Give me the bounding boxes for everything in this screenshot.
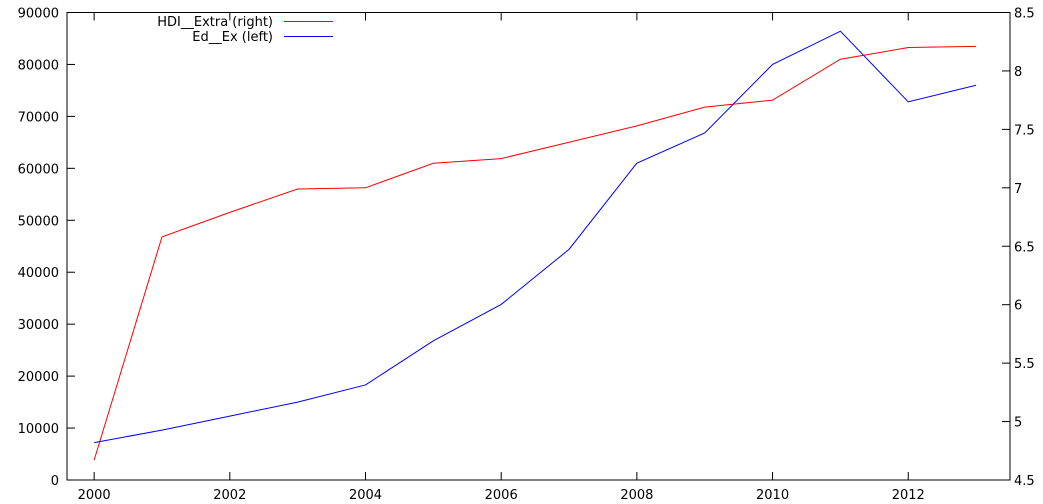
right-tick-label: 6 — [1014, 299, 1022, 314]
legend-label-hdi-extra: HDI__Extra (right) — [157, 15, 273, 30]
right-tick-label: 8 — [1014, 65, 1022, 80]
x-tick-label: 2002 — [213, 488, 246, 503]
right-tick-label: 6.5 — [1014, 240, 1035, 255]
left-tick-label: 90000 — [18, 7, 59, 22]
left-tick-label: 50000 — [18, 214, 59, 229]
right-tick-label: 8.5 — [1014, 7, 1035, 22]
x-tick-label: 2012 — [892, 488, 925, 503]
series-line-ed-ex — [94, 30, 977, 444]
left-tick-label: 80000 — [18, 58, 59, 73]
left-tick-label: 70000 — [18, 110, 59, 125]
right-tick-label: 7.5 — [1014, 123, 1035, 138]
x-tick-label: 2010 — [756, 488, 789, 503]
right-tick-label: 5 — [1014, 416, 1022, 431]
left-tick-label: 20000 — [18, 370, 59, 385]
x-tick-label: 2006 — [485, 488, 518, 503]
plot-frame — [66, 12, 1011, 481]
x-tick-label: 2000 — [78, 488, 111, 503]
right-tick-label: 7 — [1014, 182, 1022, 197]
left-tick-label: 30000 — [18, 318, 59, 333]
right-tick-label: 5.5 — [1014, 357, 1035, 372]
left-tick-label: 60000 — [18, 162, 59, 177]
right-tick-label: 4.5 — [1014, 474, 1035, 489]
series-line-hdi-extra — [93, 45, 977, 461]
legend-label-ed-ex: Ed__Ex (left) — [192, 30, 273, 45]
legend: HDI__Extra (right) Ed__Ex (left) — [157, 15, 333, 45]
x-tick-label: 2008 — [620, 488, 653, 503]
series-layer — [93, 30, 977, 461]
left-tick-label: 10000 — [18, 422, 59, 437]
x-tick-label: 2004 — [349, 488, 382, 503]
tick-layer: 0 10000 20000 30000 40000 50000 60000 70000 8000… — [18, 7, 1035, 504]
left-tick-label: 0 — [51, 474, 59, 489]
left-tick-label: 40000 — [18, 266, 59, 281]
